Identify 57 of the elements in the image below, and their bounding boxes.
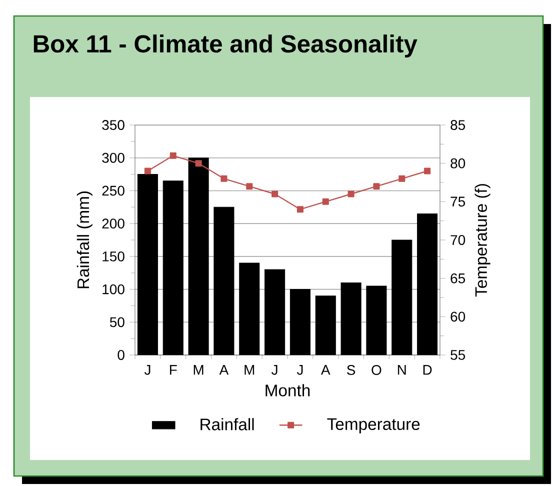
y-tick-label: 250 bbox=[102, 186, 124, 196]
y2-axis-title: Temperature (f) bbox=[474, 184, 490, 297]
y-tick-label: 350 bbox=[102, 120, 124, 130]
point bbox=[220, 175, 228, 182]
y2-tick-label: 70 bbox=[450, 235, 466, 245]
point bbox=[424, 168, 431, 174]
x-tick-label: J bbox=[296, 365, 303, 375]
y-axis-title: Rainfall (mm) bbox=[76, 192, 92, 288]
x-tick-label: A bbox=[320, 365, 330, 375]
bar bbox=[214, 206, 234, 355]
y2-tick-label: 65 bbox=[450, 273, 466, 284]
x-tick-label: A bbox=[219, 365, 229, 375]
point bbox=[296, 206, 304, 213]
y-tick-label: 300 bbox=[102, 152, 124, 163]
x-tick-label: M bbox=[194, 365, 204, 375]
y-tick-label: 50 bbox=[110, 317, 124, 328]
bar bbox=[239, 262, 260, 355]
x-tick-label: M bbox=[244, 365, 254, 375]
y2-tick-label: 80 bbox=[450, 158, 466, 168]
bar bbox=[417, 213, 438, 355]
y2-tick-label: 60 bbox=[450, 312, 466, 322]
point bbox=[246, 183, 253, 190]
x-tick-label: N bbox=[398, 365, 406, 375]
point bbox=[144, 168, 151, 174]
x-tick-label: S bbox=[347, 365, 356, 375]
x-axis-title: Month bbox=[266, 384, 310, 396]
y-tick-label: 150 bbox=[102, 251, 124, 262]
y-tick-label: 200 bbox=[102, 218, 124, 229]
y2-tick-label: 85 bbox=[450, 120, 466, 130]
x-tick-label: F bbox=[170, 365, 177, 375]
bar bbox=[290, 289, 310, 355]
x-tick-label: J bbox=[144, 365, 150, 375]
x-tick-label: J bbox=[272, 365, 278, 375]
y-tick-label: 100 bbox=[102, 284, 124, 294]
legend-label: Rainfall bbox=[200, 418, 254, 430]
point bbox=[195, 160, 202, 167]
bar bbox=[340, 282, 362, 355]
bar bbox=[188, 158, 209, 355]
bar bbox=[162, 180, 184, 355]
x-tick-label: O bbox=[372, 365, 382, 375]
chart-title: Box 11 - Climate and Seasonality bbox=[34, 34, 418, 58]
point bbox=[398, 175, 406, 182]
bar bbox=[137, 174, 158, 355]
x-tick-label: D bbox=[423, 365, 432, 375]
point bbox=[272, 190, 278, 198]
y-tick-label: 0 bbox=[118, 350, 124, 360]
bar bbox=[392, 240, 412, 355]
point bbox=[170, 152, 176, 159]
bar bbox=[366, 286, 387, 355]
y2-tick-label: 75 bbox=[450, 196, 466, 207]
legend-label: Temperature bbox=[327, 418, 420, 434]
y2-tick-label: 55 bbox=[450, 350, 466, 360]
point bbox=[322, 198, 329, 205]
bar bbox=[315, 296, 336, 355]
point bbox=[348, 190, 354, 198]
bar bbox=[264, 269, 286, 355]
point bbox=[373, 183, 380, 190]
